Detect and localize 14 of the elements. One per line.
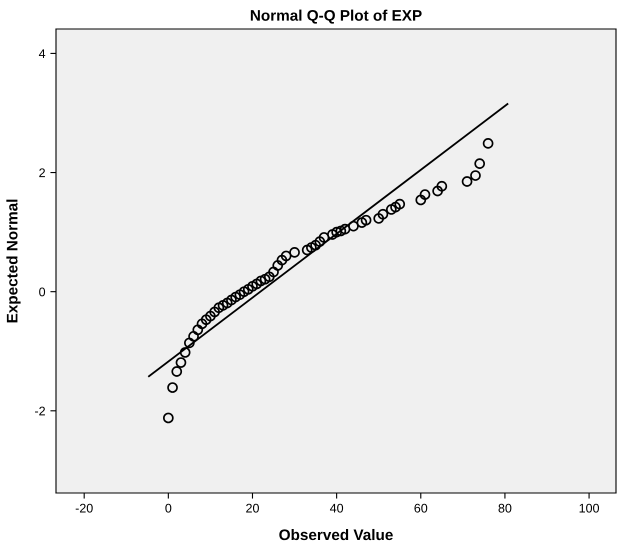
chart-title: Normal Q-Q Plot of EXP bbox=[250, 10, 422, 24]
x-tick-label: 0 bbox=[165, 504, 172, 513]
x-tick-label: -20 bbox=[76, 504, 93, 513]
x-tick-label: 20 bbox=[246, 504, 259, 513]
y-tick-label: 0 bbox=[39, 287, 46, 296]
y-tick-label: 2 bbox=[39, 168, 45, 178]
y-tick-label: -2 bbox=[35, 406, 45, 416]
x-tick-label: 40 bbox=[330, 504, 344, 513]
x-tick-label: 80 bbox=[498, 504, 512, 513]
y-tick-label: 4 bbox=[38, 49, 46, 58]
x-axis-title: Observed Value bbox=[279, 528, 393, 540]
x-tick-label: 60 bbox=[414, 504, 428, 513]
y-axis-title: Expected Normal bbox=[6, 200, 21, 322]
x-tick-label: 100 bbox=[580, 504, 600, 513]
